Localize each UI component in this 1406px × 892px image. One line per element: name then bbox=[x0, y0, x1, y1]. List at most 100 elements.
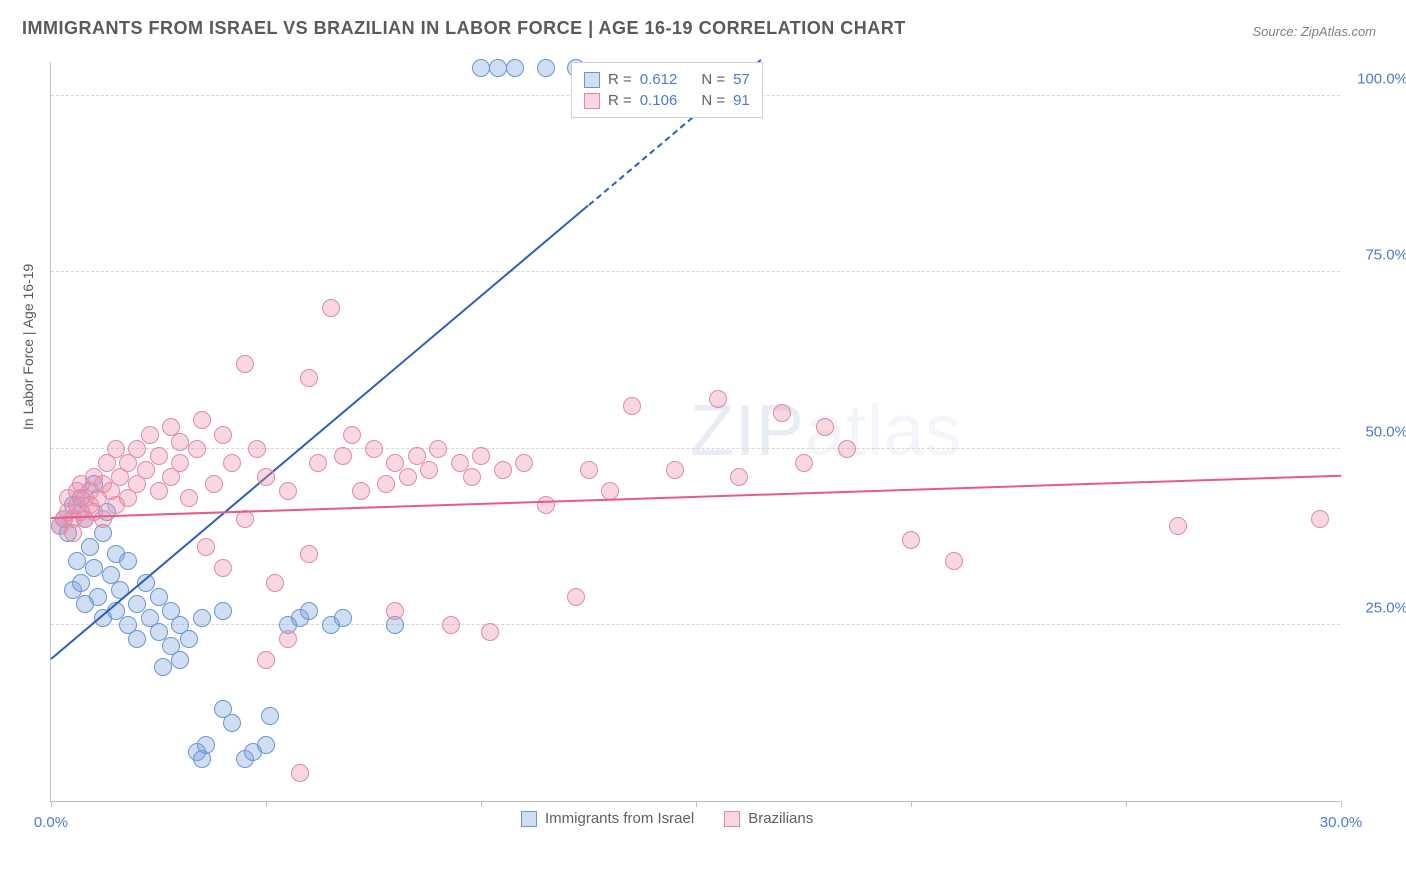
x-tick-label: 0.0% bbox=[34, 814, 68, 831]
data-point bbox=[420, 461, 438, 479]
data-point bbox=[773, 404, 791, 422]
data-point bbox=[141, 426, 159, 444]
data-point bbox=[266, 574, 284, 592]
data-point bbox=[343, 426, 361, 444]
data-point bbox=[94, 510, 112, 528]
data-point bbox=[68, 552, 86, 570]
legend-swatch-israel bbox=[584, 72, 600, 88]
data-point bbox=[472, 59, 490, 77]
data-point bbox=[494, 461, 512, 479]
grid-line bbox=[51, 448, 1340, 449]
data-point bbox=[816, 418, 834, 436]
x-tick bbox=[696, 801, 697, 807]
data-point bbox=[309, 454, 327, 472]
legend-series-label: Immigrants from Israel bbox=[545, 810, 694, 827]
data-point bbox=[623, 397, 641, 415]
data-point bbox=[506, 59, 524, 77]
legend-stats-row: R = 0.106 N = 91 bbox=[584, 90, 750, 111]
data-point bbox=[279, 630, 297, 648]
data-point bbox=[601, 482, 619, 500]
y-tick-label: 100.0% bbox=[1348, 71, 1406, 88]
data-point bbox=[214, 559, 232, 577]
r-label: R = bbox=[608, 71, 632, 88]
x-tick bbox=[51, 801, 52, 807]
data-point bbox=[154, 658, 172, 676]
n-value: 57 bbox=[733, 71, 750, 88]
data-point bbox=[171, 454, 189, 472]
data-point bbox=[193, 411, 211, 429]
data-point bbox=[89, 588, 107, 606]
data-point bbox=[171, 651, 189, 669]
trend-line bbox=[50, 204, 589, 659]
x-tick bbox=[1341, 801, 1342, 807]
data-point bbox=[150, 447, 168, 465]
data-point bbox=[291, 764, 309, 782]
r-value: 0.106 bbox=[640, 92, 678, 109]
n-value: 91 bbox=[733, 92, 750, 109]
data-point bbox=[515, 454, 533, 472]
data-point bbox=[489, 59, 507, 77]
r-value: 0.612 bbox=[640, 71, 678, 88]
data-point bbox=[128, 440, 146, 458]
data-point bbox=[128, 630, 146, 648]
data-point bbox=[580, 461, 598, 479]
data-point bbox=[137, 461, 155, 479]
data-point bbox=[214, 426, 232, 444]
legend-stats-row: R = 0.612 N = 57 bbox=[584, 69, 750, 90]
data-point bbox=[119, 552, 137, 570]
data-point bbox=[150, 482, 168, 500]
data-point bbox=[223, 714, 241, 732]
data-point bbox=[795, 454, 813, 472]
data-point bbox=[85, 559, 103, 577]
data-point bbox=[472, 447, 490, 465]
data-point bbox=[1311, 510, 1329, 528]
data-point bbox=[72, 574, 90, 592]
data-point bbox=[709, 390, 727, 408]
data-point bbox=[399, 468, 417, 486]
data-point bbox=[81, 538, 99, 556]
legend-swatch-israel bbox=[521, 811, 537, 827]
data-point bbox=[1169, 517, 1187, 535]
data-point bbox=[377, 475, 395, 493]
data-point bbox=[214, 602, 232, 620]
data-point bbox=[838, 440, 856, 458]
data-point bbox=[180, 630, 198, 648]
x-tick bbox=[911, 801, 912, 807]
data-point bbox=[481, 623, 499, 641]
data-point bbox=[236, 355, 254, 373]
data-point bbox=[180, 489, 198, 507]
y-tick-label: 50.0% bbox=[1348, 423, 1406, 440]
data-point bbox=[171, 433, 189, 451]
data-point bbox=[945, 552, 963, 570]
x-tick bbox=[1126, 801, 1127, 807]
data-point bbox=[666, 461, 684, 479]
data-point bbox=[261, 707, 279, 725]
data-point bbox=[64, 524, 82, 542]
data-point bbox=[537, 496, 555, 514]
y-axis-label: In Labor Force | Age 16-19 bbox=[20, 264, 36, 430]
data-point bbox=[248, 440, 266, 458]
x-tick-label: 30.0% bbox=[1320, 814, 1363, 831]
data-point bbox=[386, 602, 404, 620]
x-tick bbox=[481, 801, 482, 807]
source-attribution: Source: ZipAtlas.com bbox=[1252, 24, 1376, 39]
data-point bbox=[365, 440, 383, 458]
data-point bbox=[223, 454, 241, 472]
data-point bbox=[197, 736, 215, 754]
data-point bbox=[300, 369, 318, 387]
y-tick-label: 25.0% bbox=[1348, 599, 1406, 616]
data-point bbox=[257, 468, 275, 486]
data-point bbox=[537, 59, 555, 77]
r-label: R = bbox=[608, 92, 632, 109]
data-point bbox=[257, 736, 275, 754]
data-point bbox=[279, 482, 297, 500]
data-point bbox=[205, 475, 223, 493]
legend-swatch-brazil bbox=[584, 93, 600, 109]
data-point bbox=[300, 545, 318, 563]
legend-swatch-brazil bbox=[724, 811, 740, 827]
y-tick-label: 75.0% bbox=[1348, 247, 1406, 264]
data-point bbox=[352, 482, 370, 500]
data-point bbox=[334, 447, 352, 465]
data-point bbox=[193, 609, 211, 627]
data-point bbox=[334, 609, 352, 627]
